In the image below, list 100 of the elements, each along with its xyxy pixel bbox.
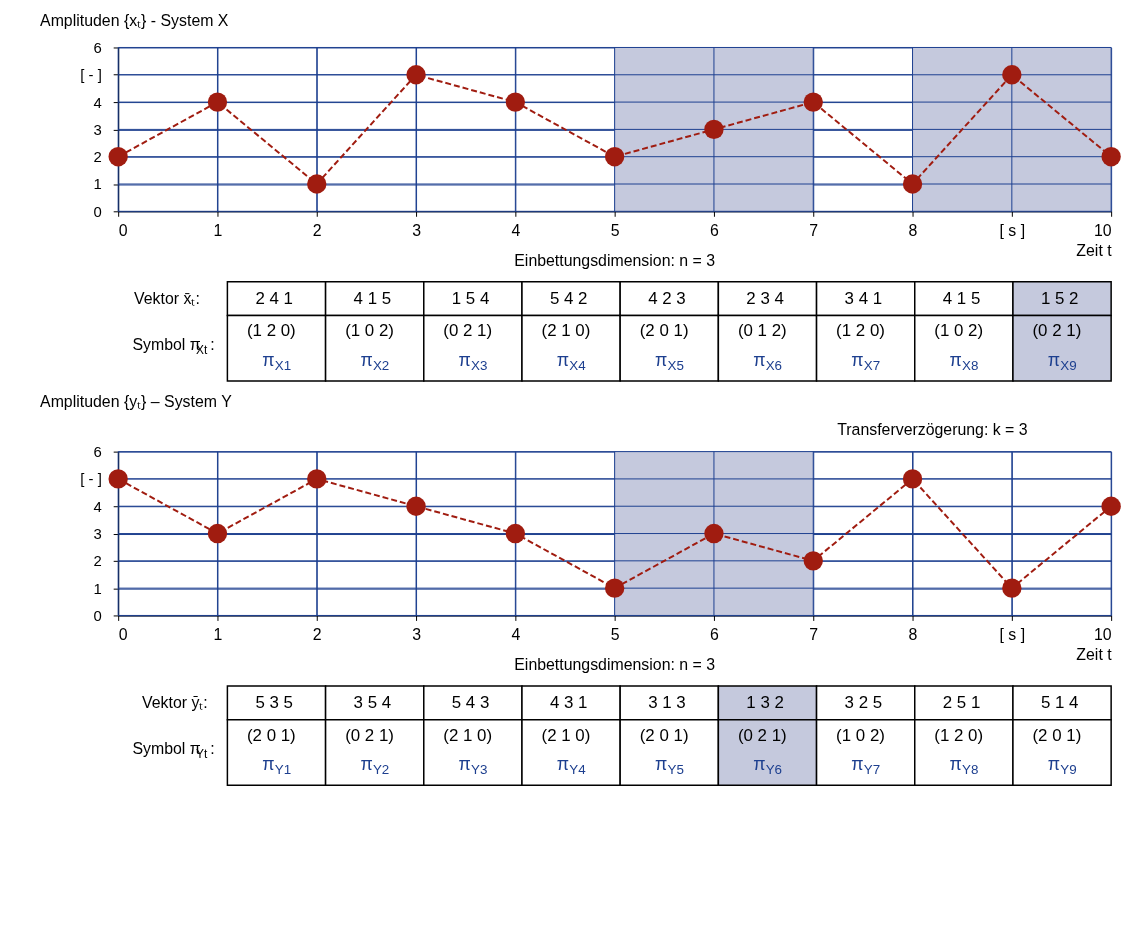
text: 5 1 4 <box>1040 692 1079 712</box>
point <box>207 92 228 112</box>
y-tick-label: 3 <box>93 121 102 138</box>
point <box>803 92 823 112</box>
y-tick-label: 1 <box>93 176 102 193</box>
text: 3 1 3 <box>648 692 686 712</box>
point <box>1101 147 1121 167</box>
text: Vektor x̄ₜ: <box>134 289 200 307</box>
x-tick-label: 3 <box>412 625 422 643</box>
point <box>803 551 823 571</box>
y-tick-label: 6 <box>93 39 102 56</box>
text: (0 2 1) <box>345 725 394 745</box>
point <box>307 469 327 489</box>
y-tick-label: 4 <box>93 94 102 111</box>
x-tick-label: 0 <box>118 221 128 239</box>
text: 1 5 2 <box>1040 288 1079 308</box>
x-tick-label: 1 <box>213 221 223 239</box>
x-tick-label: 8 <box>908 625 918 643</box>
text: 3 2 5 <box>844 692 883 712</box>
text: 4 1 5 <box>353 288 392 308</box>
y-axis-title: Amplituden {xₜ} - System X <box>40 11 229 29</box>
text: Transferverzögerung: k = 3 <box>837 420 1028 438</box>
point <box>108 469 128 489</box>
y-tick-label: 0 <box>93 607 102 624</box>
y-tick-label: 2 <box>93 553 102 570</box>
text: (1 0 2) <box>836 725 885 745</box>
text: (2 0 1) <box>639 321 689 341</box>
x-tick-label: 6 <box>710 625 720 643</box>
point <box>406 496 426 516</box>
text: (2 0 1) <box>246 725 296 745</box>
y-tick-label: 3 <box>93 526 102 542</box>
text: (0 1 2) <box>737 321 787 341</box>
x-tick-label: 7 <box>809 625 819 643</box>
text: 4 2 3 <box>648 288 686 308</box>
text: 2 3 4 <box>746 288 784 308</box>
point <box>604 578 625 598</box>
y-tick-label: 0 <box>93 203 102 220</box>
text: 1 5 4 <box>451 288 490 308</box>
text: (0 2 1) <box>1032 321 1082 341</box>
text: (2 1 0) <box>541 321 591 341</box>
point <box>704 119 724 140</box>
text: (1 2 0) <box>934 725 984 745</box>
y-tick-label: [ - ] <box>80 471 102 488</box>
x-tick-label: 1 <box>213 625 223 643</box>
point <box>505 523 526 544</box>
text: Einbettungsdimension: n = 3 <box>514 251 716 269</box>
point <box>505 92 526 112</box>
text: (0 2 1) <box>737 725 787 745</box>
x-tick-label: 5 <box>610 625 620 643</box>
y-axis-title: Amplituden {yₜ} – System Y <box>40 392 233 410</box>
text: 5 4 3 <box>451 692 490 712</box>
text: 5 4 2 <box>549 288 588 308</box>
text: 5 3 5 <box>255 692 293 712</box>
text: 4 3 1 <box>549 692 588 712</box>
text: 2 5 1 <box>942 692 981 712</box>
x-tick-label: 5 <box>610 221 620 239</box>
x-tick-label: [ s ] <box>999 625 1026 643</box>
point <box>1002 65 1022 85</box>
text: (2 0 1) <box>1032 725 1082 745</box>
point <box>1101 496 1121 516</box>
x-tick-label: 4 <box>511 221 521 239</box>
x-tick-label: 2 <box>312 625 322 643</box>
y-tick-label: 4 <box>93 498 102 515</box>
point <box>406 65 426 85</box>
x-tick-label: 3 <box>412 221 422 239</box>
x-tick-label: 6 <box>710 221 720 239</box>
x-tick-label: 7 <box>809 221 819 239</box>
text: (2 0 1) <box>639 725 689 745</box>
text: (0 2 1) <box>443 321 493 341</box>
x-tick-label: 4 <box>511 625 521 643</box>
point <box>108 147 128 167</box>
text: 3 4 1 <box>844 288 883 308</box>
point <box>307 174 327 194</box>
x-tick-label: 10 <box>1093 625 1112 643</box>
text: (1 0 2) <box>345 321 394 341</box>
x-axis-title: Zeit t <box>1076 241 1113 259</box>
text: 4 1 5 <box>942 288 981 308</box>
text: (1 2 0) <box>246 321 296 341</box>
text: (1 2 0) <box>836 321 885 341</box>
text: (1 0 2) <box>934 321 984 341</box>
text: (2 1 0) <box>443 725 493 745</box>
point <box>902 174 923 194</box>
point <box>604 147 625 167</box>
text: 2 4 1 <box>255 288 293 308</box>
point <box>902 469 923 489</box>
text: Vektor ȳₜ: <box>142 693 208 711</box>
x-tick-label: 2 <box>312 221 322 239</box>
y-tick-label: [ - ] <box>80 67 102 84</box>
point <box>1002 578 1022 598</box>
point <box>704 523 724 544</box>
point <box>207 523 228 544</box>
y-tick-label: 1 <box>93 580 102 597</box>
text: (2 1 0) <box>541 725 591 745</box>
x-axis-title: Zeit t <box>1076 645 1113 663</box>
x-tick-label: 10 <box>1093 221 1112 239</box>
x-tick-label: 8 <box>908 221 918 239</box>
text: 3 5 4 <box>353 692 392 712</box>
y-tick-label: 2 <box>93 149 102 166</box>
y-tick-label: 6 <box>93 444 102 461</box>
x-tick-label: 0 <box>118 625 128 643</box>
